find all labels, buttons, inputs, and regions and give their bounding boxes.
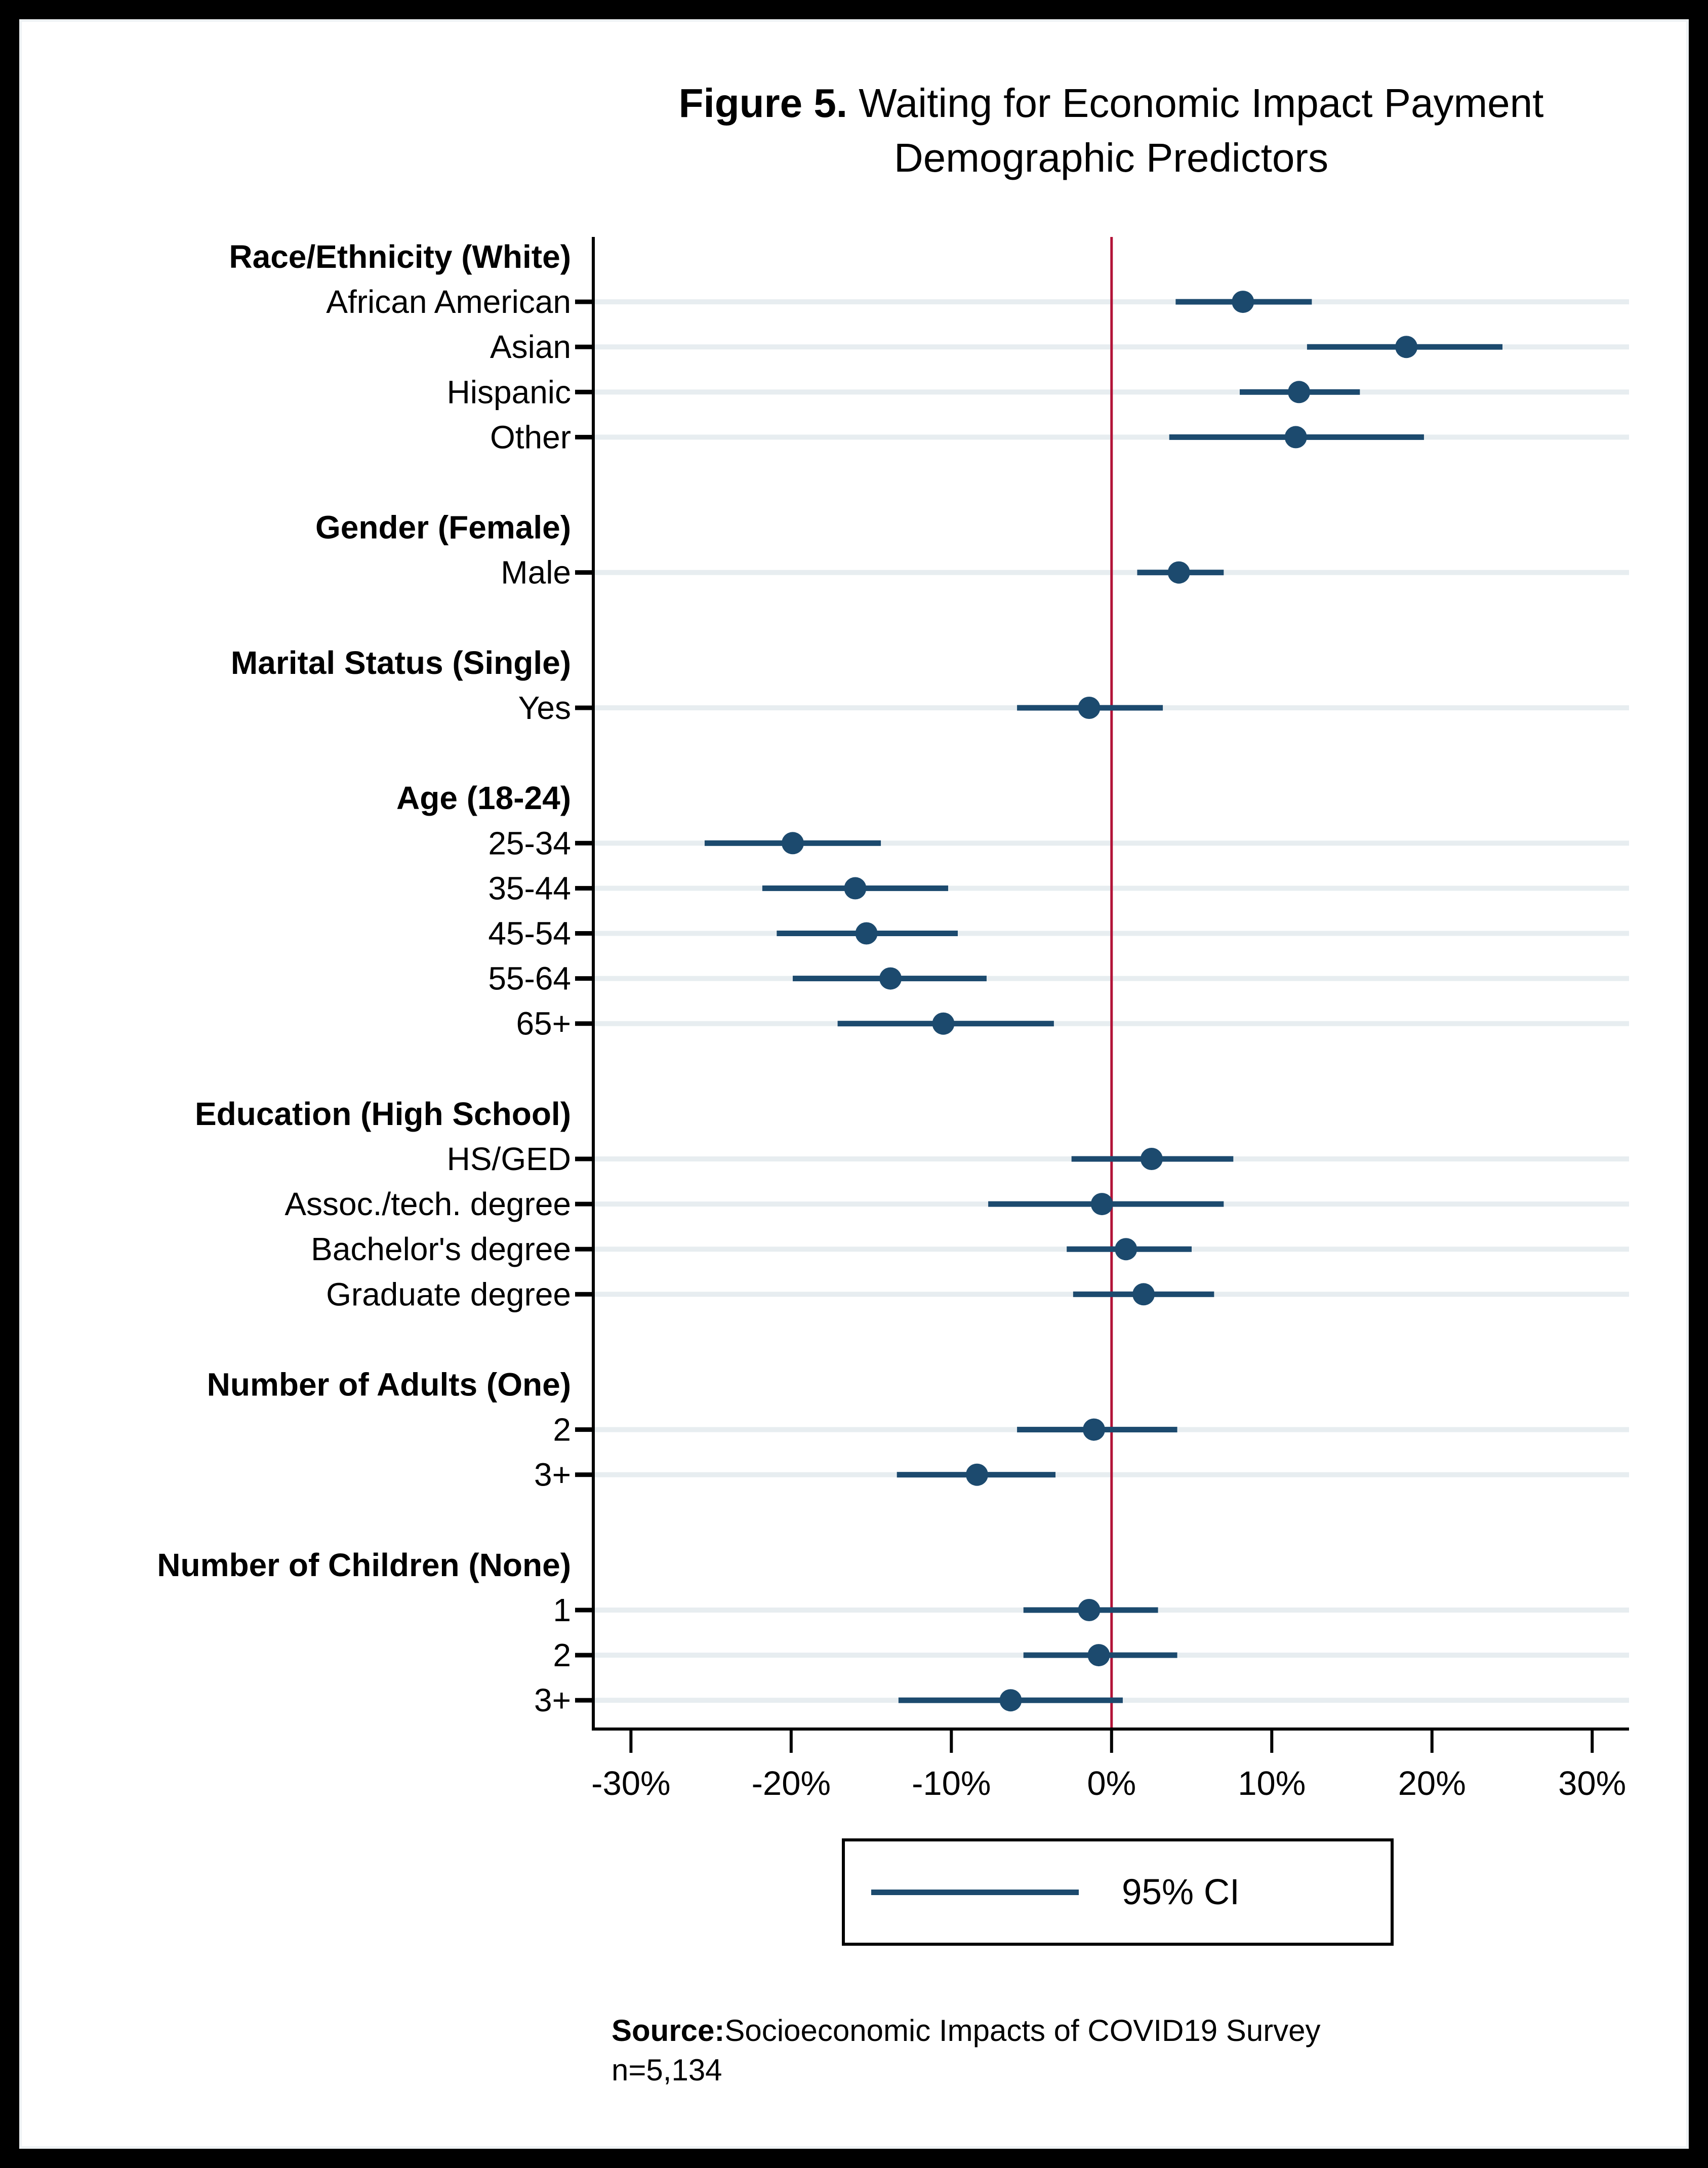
data-point xyxy=(1132,1283,1155,1306)
y-tick xyxy=(575,389,593,394)
group-header-label: Age (18-24) xyxy=(396,780,571,816)
group-header-label: Gender (Female) xyxy=(315,509,571,546)
source-prefix: Source: xyxy=(612,2014,725,2047)
data-point xyxy=(1140,1148,1163,1170)
x-tick xyxy=(1430,1731,1434,1753)
x-tick xyxy=(950,1731,953,1753)
row-label: 55-64 xyxy=(488,960,571,997)
x-tick xyxy=(629,1731,633,1753)
data-point xyxy=(1288,381,1311,404)
legend-label: 95% CI xyxy=(1122,1872,1240,1912)
data-point xyxy=(844,877,867,900)
y-tick xyxy=(575,705,593,710)
group-header-label: Education (High School) xyxy=(195,1096,571,1132)
y-tick xyxy=(575,299,593,304)
zero-reference-line xyxy=(1110,237,1113,1728)
data-point xyxy=(965,1463,988,1486)
row-label: 3+ xyxy=(534,1457,571,1493)
source-note: Source:Socioeconomic Impacts of COVID19 … xyxy=(612,2011,1321,2090)
group-header-label: Number of Children (None) xyxy=(157,1547,571,1583)
y-tick xyxy=(575,840,593,846)
row-label: African American xyxy=(326,284,571,320)
row-label: Asian xyxy=(490,329,571,365)
x-tick-label: 10% xyxy=(1238,1764,1306,1802)
y-tick xyxy=(575,976,593,981)
x-tick-label: -30% xyxy=(591,1764,670,1802)
y-tick xyxy=(575,434,593,439)
x-tick-label: -20% xyxy=(752,1764,831,1802)
y-tick xyxy=(575,1608,593,1613)
y-tick xyxy=(575,1021,593,1026)
row-label: 35-44 xyxy=(488,870,571,906)
data-point xyxy=(782,832,804,855)
y-tick xyxy=(575,1247,593,1252)
y-tick xyxy=(575,931,593,936)
row-label: Male xyxy=(501,554,571,591)
row-label: 25-34 xyxy=(488,825,571,861)
row-label: 45-54 xyxy=(488,915,571,952)
y-tick xyxy=(575,1156,593,1161)
group-header-label: Race/Ethnicity (White) xyxy=(229,238,571,275)
data-point xyxy=(1167,561,1190,584)
y-tick xyxy=(575,1201,593,1207)
data-point xyxy=(999,1689,1022,1712)
data-point xyxy=(1232,291,1254,313)
row-label: Other xyxy=(490,419,571,455)
data-point xyxy=(1078,697,1101,719)
row-label: Graduate degree xyxy=(326,1276,571,1312)
data-point xyxy=(1284,426,1307,449)
row-label: Assoc./tech. degree xyxy=(284,1186,571,1222)
y-tick xyxy=(575,1427,593,1432)
data-point xyxy=(855,922,878,945)
data-point xyxy=(1090,1193,1113,1216)
x-tick xyxy=(1591,1731,1594,1753)
x-tick-label: 30% xyxy=(1558,1764,1626,1802)
legend-ci-line-sample xyxy=(871,1889,1079,1895)
y-tick xyxy=(575,1292,593,1297)
source-text: Socioeconomic Impacts of COVID19 Survey xyxy=(724,2014,1321,2047)
figure-title: Figure 5. Waiting for Economic Impact Pa… xyxy=(506,76,1708,185)
y-tick xyxy=(575,344,593,349)
row-label: HS/GED xyxy=(447,1141,571,1177)
row-label: 3+ xyxy=(534,1682,571,1718)
row-label: 1 xyxy=(553,1592,571,1628)
sample-size: n=5,134 xyxy=(612,2053,722,2087)
x-axis-line xyxy=(592,1728,1629,1731)
figure-title-line2: Demographic Predictors xyxy=(893,135,1329,180)
y-tick xyxy=(575,1653,593,1658)
data-point xyxy=(879,967,902,990)
row-label: 2 xyxy=(553,1637,571,1673)
row-label: 65+ xyxy=(516,1006,571,1042)
y-tick xyxy=(575,570,593,575)
group-header-label: Number of Adults (One) xyxy=(207,1367,571,1403)
row-label: Bachelor's degree xyxy=(311,1231,571,1267)
figure-title-prefix: Figure 5. xyxy=(678,81,848,126)
y-tick xyxy=(575,1698,593,1703)
x-tick xyxy=(789,1731,793,1753)
x-tick-label: 20% xyxy=(1398,1764,1466,1802)
row-label: 2 xyxy=(553,1412,571,1448)
y-tick xyxy=(575,886,593,891)
data-point xyxy=(932,1012,955,1035)
x-tick xyxy=(1270,1731,1274,1753)
x-tick xyxy=(1110,1731,1113,1753)
figure-canvas xyxy=(19,19,1689,2149)
data-point xyxy=(1087,1644,1110,1667)
x-tick-label: -10% xyxy=(912,1764,991,1802)
y-tick xyxy=(575,1472,593,1477)
data-point xyxy=(1395,336,1418,358)
row-label: Hispanic xyxy=(447,374,571,410)
x-tick-label: 0% xyxy=(1087,1764,1136,1802)
figure-title-main: Waiting for Economic Impact Payment xyxy=(847,81,1544,126)
data-point xyxy=(1115,1238,1137,1261)
data-point xyxy=(1078,1599,1101,1621)
legend-box: 95% CI xyxy=(842,1838,1394,1946)
row-label: Yes xyxy=(518,690,571,726)
group-header-label: Marital Status (Single) xyxy=(231,645,571,681)
y-axis-line xyxy=(592,237,595,1731)
data-point xyxy=(1082,1418,1105,1441)
